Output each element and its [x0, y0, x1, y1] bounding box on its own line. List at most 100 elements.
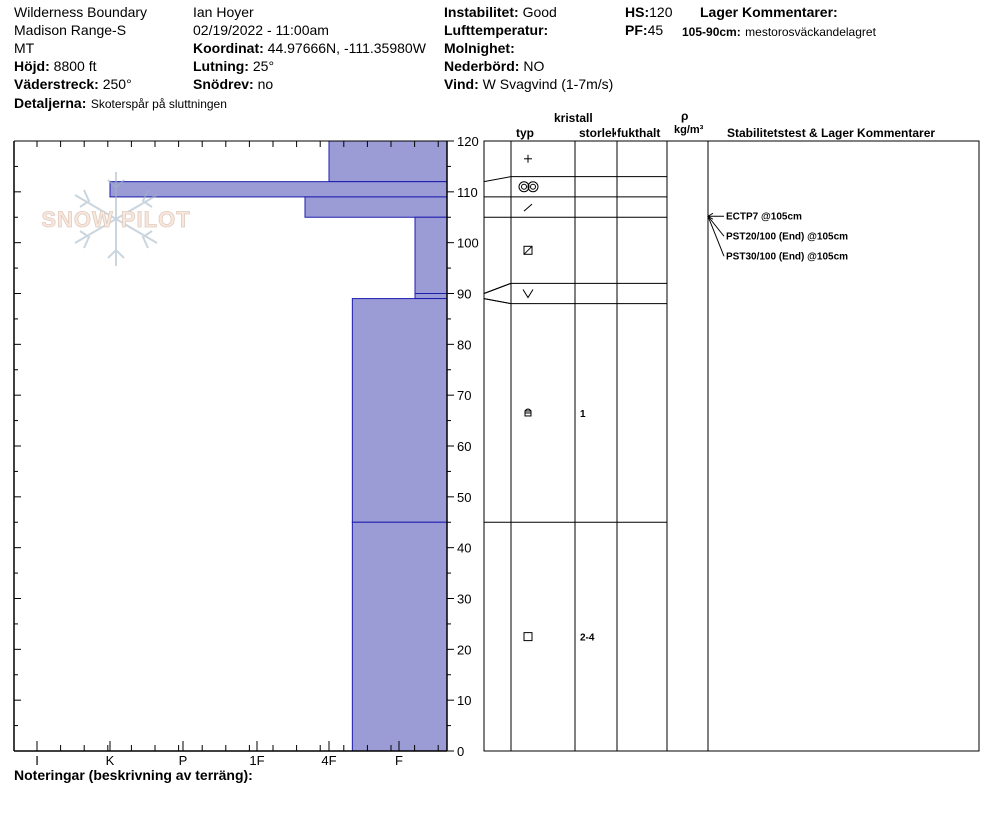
hardness-bar-0: [328, 140, 448, 183]
elevation-label: Höjd:: [14, 58, 50, 74]
aspect-label: Väderstreck:: [14, 76, 99, 92]
depth-tick-label: 90: [457, 287, 471, 302]
pf-label: PF:: [625, 22, 648, 38]
instability-value: Good: [522, 4, 557, 20]
notes-label: Noteringar (beskrivning av terräng):: [14, 767, 253, 783]
snowflake-icon: [74, 172, 158, 266]
layer-comment-row: 105-90cm: mestorosväckandelagret: [682, 24, 876, 40]
drift-row: Snödrev: no: [193, 77, 273, 91]
depth-tick-label: 100: [457, 236, 479, 251]
circle-outer: [527, 181, 539, 193]
crystal-plus-icon: [524, 154, 532, 163]
depth-tick-label: 120: [457, 134, 479, 149]
precip-label: Nederbörd:: [444, 58, 520, 74]
coordinate-row: Koordinat: 44.97666N, -111.35980W: [193, 41, 426, 55]
square-outline: [523, 632, 533, 642]
depth-tick-label: 40: [457, 541, 471, 556]
layer-boundary-connector: [483, 298, 512, 305]
pf-row: PF:45: [625, 23, 663, 37]
hardness-bar-4: [414, 293, 448, 300]
hardness-bar-6: [351, 521, 448, 752]
details-label: Detaljerna:: [14, 95, 87, 111]
stability-test-arrow-line: [707, 215, 725, 237]
depth-tick-label: 60: [457, 439, 471, 454]
crystal-size-label: 1: [580, 409, 586, 420]
hardness-bar-3: [414, 216, 448, 294]
slope-row: Lutning: 25°: [193, 59, 274, 73]
layer-boundary-connector: [483, 176, 512, 183]
square-outline: [523, 245, 533, 255]
chevron-stroke: [522, 289, 534, 299]
crystal-slash-icon: [523, 203, 533, 212]
details-row: Detaljerna: Skoterspår på sluttningen: [14, 96, 227, 112]
depth-tick-label: 20: [457, 642, 471, 657]
airtemp-row: Lufttemperatur:: [444, 23, 548, 37]
stability-test-label: ECTP7 @105cm: [726, 211, 802, 222]
depth-tick-label: 50: [457, 490, 471, 505]
layer-comment-range: 105-90cm:: [682, 25, 741, 39]
details-value: Skoterspår på sluttningen: [90, 97, 227, 111]
snowpilot-logo: SNOW PILOT: [41, 172, 190, 266]
hardness-tick-label: I: [35, 753, 39, 768]
drift-value: no: [257, 76, 274, 92]
aspect-value: 250°: [102, 76, 132, 92]
hardness-tick-label: 4F: [321, 753, 336, 768]
column-header-crystal: kristall: [554, 111, 593, 125]
depth-tick-label: 30: [457, 592, 471, 607]
hardness-bar-1: [109, 181, 448, 198]
layer-table-frame: [483, 140, 980, 752]
hardness-tick-label: P: [179, 753, 188, 768]
hardness-tick-label: F: [395, 753, 403, 768]
airtemp-label: Lufttemperatur:: [444, 22, 549, 38]
column-header-size: storlek: [579, 127, 616, 139]
wind-row: Vind: W Svagvind (1-7m/s): [444, 77, 613, 91]
precip-row: Nederbörd: NO: [444, 59, 544, 73]
slash-stroke: [523, 203, 533, 212]
crystal-size-label: 2-4: [580, 633, 595, 644]
coordinate-label: Koordinat:: [193, 40, 264, 56]
layer-boundary-connector: [483, 282, 512, 294]
circle-inner: [530, 183, 536, 190]
depth-tick-label: 10: [457, 693, 471, 708]
column-header-stability: Stabilitetstest & Lager Kommentarer: [727, 126, 936, 140]
coordinate-value: 44.97666N, -111.35980W: [267, 40, 426, 56]
crystal-rounded-square-icon: [524, 408, 532, 417]
hardness-tick-label: 1F: [249, 753, 264, 768]
location-name: Wilderness Boundary: [14, 4, 148, 20]
circle-outer: [518, 181, 530, 193]
slope-value: 25°: [252, 58, 275, 74]
mountain-range: Madison Range-S: [14, 22, 127, 38]
hs-label: HS:: [625, 4, 650, 20]
stability-test-arrow-line: [707, 216, 725, 257]
circle-inner: [521, 183, 527, 190]
datetime: 02/19/2022 - 11:00am: [193, 22, 329, 38]
aspect-row: Väderstreck: 250°: [14, 77, 132, 91]
depth-tick-label: 70: [457, 388, 471, 403]
cloud-row: Molnighet:: [444, 41, 515, 55]
crystal-hatched-square-icon: [523, 245, 533, 255]
column-header-rho: ρ: [681, 109, 689, 123]
crystal-chevron-icon: [522, 289, 534, 299]
crystal-square-icon: [523, 632, 533, 642]
precip-value: NO: [523, 58, 545, 74]
stability-test-label: PST20/100 (End) @105cm: [726, 231, 848, 242]
hs-value: 120: [649, 4, 673, 20]
column-header-density-unit: kg/m³: [674, 124, 704, 136]
drift-label: Snödrev:: [193, 76, 254, 92]
depth-tick-label: 110: [457, 185, 478, 200]
wind-label: Vind:: [444, 76, 479, 92]
column-header-type: typ: [516, 126, 534, 140]
hardness-bar-2: [304, 196, 448, 218]
elevation-value: 8800 ft: [53, 58, 97, 74]
instability-row: Instabilitet: Good: [444, 5, 557, 19]
column-header-moisture: fukthalt: [617, 126, 661, 140]
elevation-row: Höjd: 8800 ft: [14, 59, 96, 73]
crystal-double-circle-icon: [518, 181, 539, 193]
rounded-top: [524, 408, 532, 412]
wind-value: W Svagvind (1-7m/s): [482, 76, 614, 92]
hardness-bar-5: [351, 298, 448, 523]
layer-comment-text: mestorosväckandelagret: [745, 25, 876, 39]
hardness-tick-label: K: [106, 753, 115, 768]
hatch-line: [523, 245, 533, 255]
